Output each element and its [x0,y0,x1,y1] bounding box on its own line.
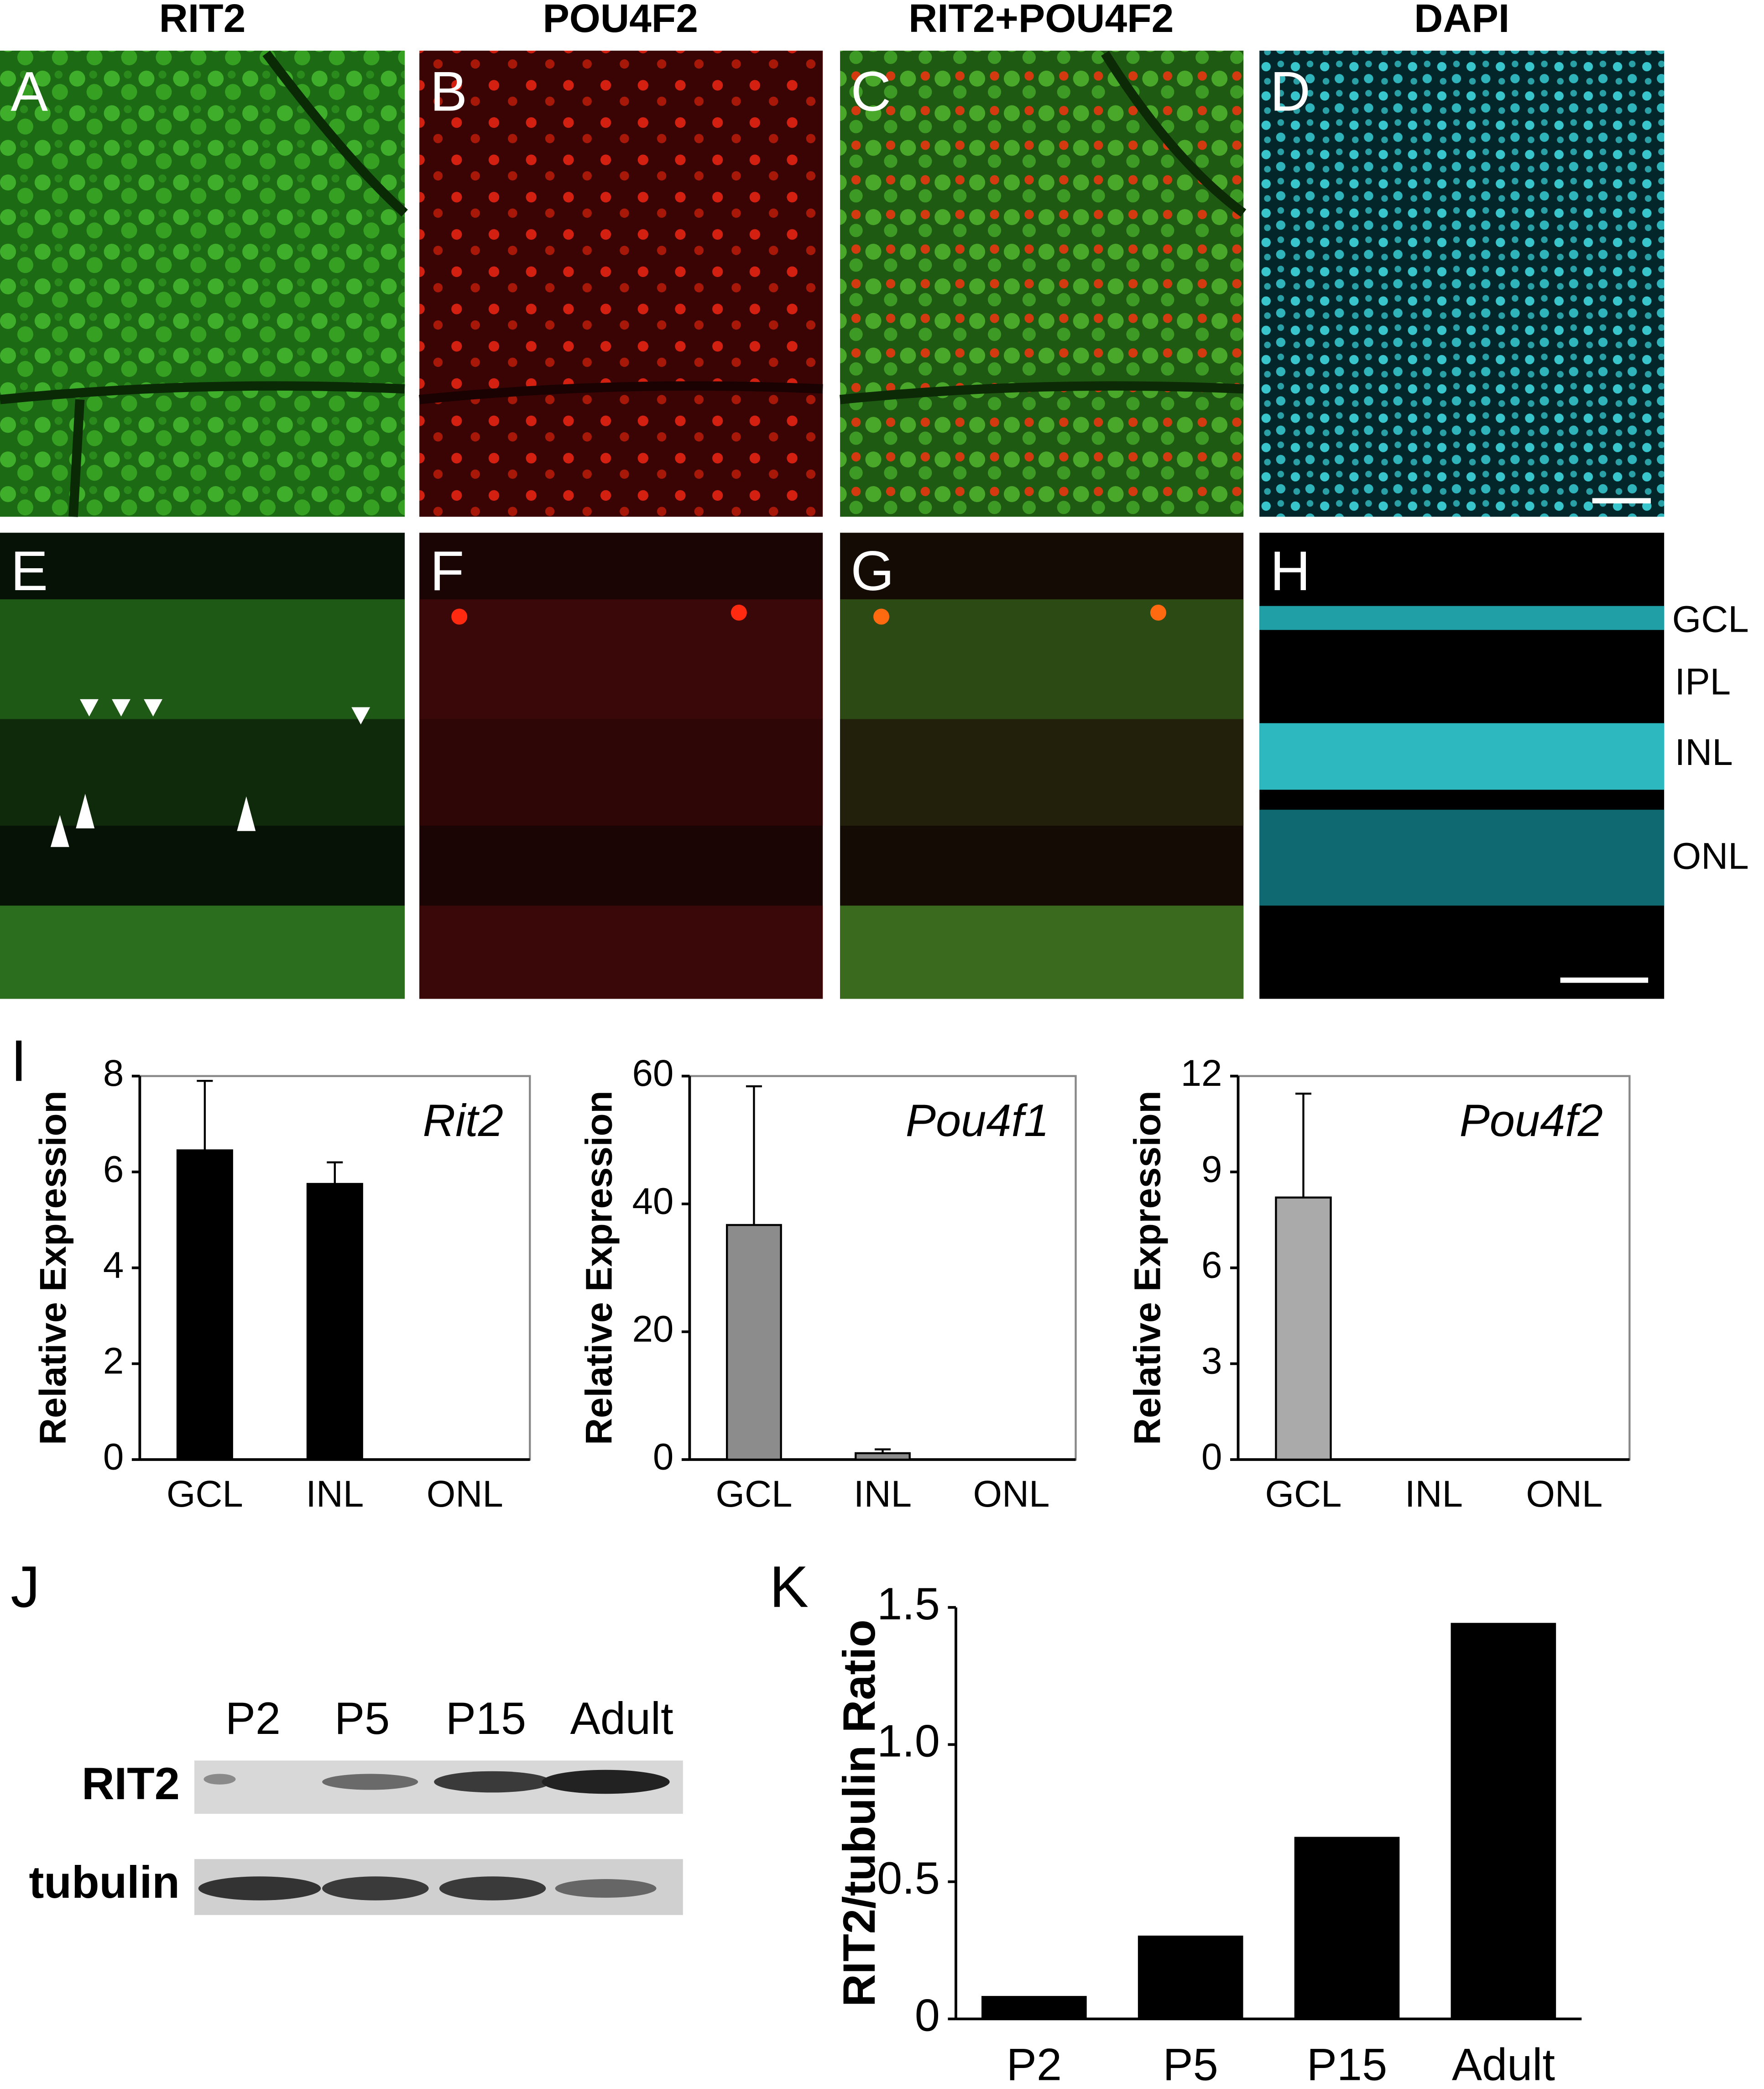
bar [1294,1837,1400,2020]
image-b [419,50,823,517]
panel-letter: B [430,60,467,123]
panel-letter: H [1270,539,1311,602]
lane-label: P2 [225,1693,281,1744]
vessels [419,381,823,404]
bar [1275,1196,1332,1461]
layer-label: IPL [1675,661,1731,702]
panel-letter: D [1270,60,1311,123]
lane-label: P15 [446,1693,526,1744]
x-tick-label: ONL [1526,1473,1602,1515]
y-tick-label: 0.5 [877,1853,940,1904]
chart-title: Rit2 [423,1095,503,1146]
x-tick-label: GCL [1265,1473,1341,1515]
y-tick-label: 4 [103,1244,124,1286]
bar [1138,1935,1243,2020]
y-tick-label: 0 [1201,1436,1222,1478]
image-a [0,50,405,517]
x-tick-label: P15 [1307,2040,1387,2089]
bar [306,1183,363,1461]
x-tick-label: ONL [427,1473,503,1515]
x-tick-label: ONL [973,1473,1050,1515]
bar [855,1452,911,1461]
y-tick-label: 1.5 [877,1579,940,1629]
error-bar [1295,1092,1311,1198]
x-tick-label: GCL [715,1473,792,1515]
bar [1451,1623,1556,2020]
error-bar [197,1079,213,1151]
x-tick-label: INL [1405,1473,1463,1515]
vessels [0,50,408,517]
layer-label: INL [1675,732,1733,773]
blot-row-label: tubulin [29,1857,180,1908]
y-axis-label: RIT2/tubulin Ratio [834,1619,885,2007]
y-tick-label: 60 [632,1052,673,1094]
error-bar [327,1161,343,1184]
y-tick-label: 2 [103,1340,124,1382]
column-title: RIT2+POU4F2 [908,0,1174,41]
top-row-images [0,50,1665,517]
layer-label: ONL [1672,836,1749,877]
x-tick-label: P2 [1007,2040,1062,2089]
panel-letter: E [10,539,48,602]
panel-letter: G [851,539,894,602]
x-tick-label: Adult [1452,2040,1555,2089]
y-tick-label: 6 [1201,1244,1222,1286]
layer-label: GCL [1672,598,1749,640]
column-title: RIT2 [159,0,246,41]
panel-letter: K [769,1555,809,1620]
arrowheads [50,699,371,847]
y-tick-label: 6 [103,1148,124,1190]
y-tick-label: 9 [1201,1148,1222,1190]
y-tick-label: 40 [632,1180,673,1222]
x-tick-label: INL [854,1473,912,1515]
y-tick-label: 8 [103,1052,124,1094]
vessels [840,51,1247,404]
y-axis-label: Relative Expression [32,1091,74,1445]
x-tick-label: GCL [167,1473,243,1515]
chart-title: Pou4f2 [1460,1095,1603,1146]
lane-label: Adult [570,1693,673,1744]
western-blot: P2 P5 P15 Adult RIT2 tubulin [29,1693,683,1915]
y-tick-label: 0 [103,1436,124,1478]
y-tick-label: 20 [632,1308,673,1350]
error-bar [746,1085,762,1225]
panel-letter: J [10,1555,40,1620]
panel-letter: C [851,60,891,123]
error-bar [874,1448,891,1453]
y-axis-label: Relative Expression [578,1091,620,1445]
bar [981,1996,1087,2020]
y-tick-label: 1.0 [877,1716,940,1767]
blot-row-label: RIT2 [82,1759,180,1809]
panel-letter: A [10,60,48,123]
y-tick-label: 0 [915,1990,940,2041]
texts: RIT2 POU4F2 RIT2+POU4F2 DAPI A B C D E F… [10,0,1748,1620]
image-c [840,50,1244,517]
y-axis-label: Relative Expression [1127,1091,1169,1445]
y-tick-label: 0 [653,1436,673,1478]
x-tick-label: INL [306,1473,364,1515]
lane-label: P5 [334,1693,390,1744]
image-d [1259,50,1665,517]
y-tick-label: 3 [1201,1340,1222,1382]
section-images [0,533,1665,999]
bar [725,1224,782,1461]
column-title: DAPI [1414,0,1509,41]
x-tick-label: P5 [1163,2040,1218,2089]
bar [176,1149,233,1461]
y-tick-label: 12 [1181,1052,1222,1094]
column-title: POU4F2 [543,0,698,41]
panel-letter: I [10,1028,27,1094]
chart-title: Pou4f1 [906,1095,1049,1146]
panel-letter: F [430,539,464,602]
